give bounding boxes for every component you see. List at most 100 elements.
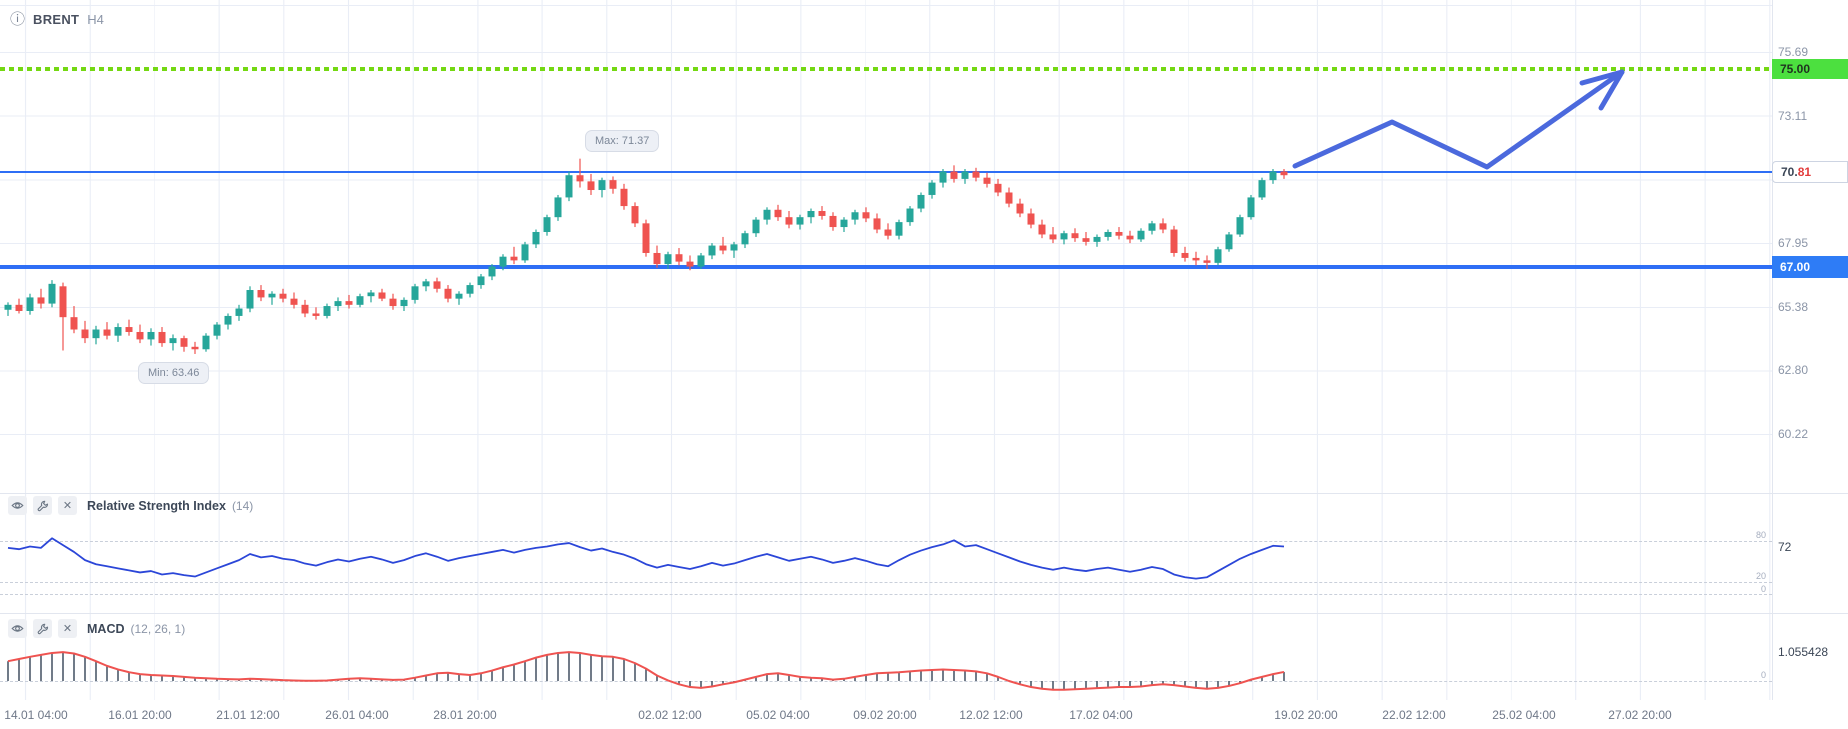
price-tick: 65.38	[1778, 299, 1809, 314]
target-dotted-line[interactable]	[0, 67, 1772, 72]
candle	[950, 171, 958, 179]
candle	[59, 286, 67, 318]
candle	[488, 266, 496, 277]
candle	[631, 206, 639, 224]
support-price-badge: 67.00	[1772, 255, 1848, 278]
macd-histogram-chart[interactable]	[0, 613, 1772, 700]
candle	[1093, 236, 1101, 242]
candle	[532, 231, 540, 245]
close-icon[interactable]: ✕	[58, 619, 77, 638]
time-tick-label: 28.01 20:00	[433, 708, 497, 722]
price-tick: 62.80	[1778, 363, 1809, 378]
candle	[1038, 224, 1046, 235]
horizontal-gridlines	[0, 0, 1772, 493]
candle	[664, 254, 672, 265]
time-tick-label: 21.01 12:00	[216, 708, 280, 722]
candle	[1170, 229, 1178, 253]
candle	[796, 217, 804, 225]
time-tick-label: 26.01 04:00	[325, 708, 389, 722]
candlestick-chart[interactable]	[0, 0, 1772, 493]
time-axis[interactable]: 14.01 04:00 16.01 20:00 21.01 12:00 26.01 0…	[0, 700, 1848, 729]
candle	[235, 308, 243, 316]
time-tick-label: 05.02 04:00	[746, 708, 810, 722]
eye-icon[interactable]	[8, 496, 27, 515]
rsi-level-80-label: 80	[1755, 530, 1766, 540]
candle	[774, 209, 782, 218]
macd-zero-label: 0	[1760, 670, 1766, 680]
time-tick-label: 09.02 20:00	[853, 708, 917, 722]
candle	[477, 276, 485, 286]
candle	[807, 211, 815, 218]
candle	[1082, 238, 1090, 242]
candle	[114, 327, 122, 336]
candle	[290, 298, 298, 305]
candle	[499, 256, 507, 267]
candle	[455, 293, 463, 299]
candle	[1258, 180, 1266, 198]
candle	[400, 299, 408, 307]
price-tick: 60.22	[1778, 426, 1809, 441]
candle	[730, 244, 738, 251]
candle	[301, 304, 309, 314]
max-price-tooltip: Max: 71.37	[585, 130, 660, 152]
candle	[312, 313, 320, 316]
candle	[741, 233, 749, 245]
time-tick-label: 19.02 20:00	[1274, 708, 1338, 722]
candle	[840, 219, 848, 228]
info-icon[interactable]: ⓘ	[10, 11, 26, 28]
wrench-icon[interactable]	[33, 496, 52, 515]
candle	[81, 329, 89, 339]
target-price-badge: 75.00	[1772, 59, 1848, 80]
candle	[1049, 234, 1057, 240]
candle	[708, 245, 716, 256]
candle	[246, 290, 254, 309]
min-price-tooltip: Min: 63.46	[138, 362, 210, 384]
candle	[136, 331, 144, 340]
candle	[15, 304, 23, 311]
resistance-line[interactable]	[0, 171, 1772, 174]
candle	[1104, 231, 1112, 237]
candle	[345, 301, 353, 305]
candle	[389, 298, 397, 307]
candle	[444, 288, 452, 299]
time-tick-label: 14.01 04:00	[4, 708, 68, 722]
candle	[972, 171, 980, 178]
candle	[356, 296, 364, 305]
candle	[433, 281, 441, 289]
rsi-line-chart[interactable]	[0, 493, 1772, 613]
candle	[1159, 223, 1167, 230]
candle	[323, 306, 331, 316]
candle	[257, 290, 265, 298]
candle	[1236, 217, 1244, 235]
time-tick-label: 02.02 12:00	[638, 708, 702, 722]
rsi-level-80-line	[0, 541, 1772, 542]
eye-icon[interactable]	[8, 619, 27, 638]
candle	[598, 180, 606, 191]
candle	[620, 188, 628, 207]
candle	[422, 281, 430, 287]
wrench-icon[interactable]	[33, 619, 52, 638]
macd-panel-separator	[0, 613, 1848, 614]
candle	[191, 346, 199, 350]
macd-header: ✕ MACD (12, 26, 1)	[8, 619, 185, 638]
candle	[565, 175, 573, 198]
symbol-header: ⓘ BRENT H4	[10, 12, 104, 27]
candle	[917, 194, 925, 209]
candle	[92, 329, 100, 339]
support-line[interactable]	[0, 264, 1772, 269]
candle	[609, 180, 617, 189]
candle	[224, 315, 232, 325]
price-tick: 67.95	[1778, 236, 1809, 251]
candle	[279, 293, 287, 299]
candle	[752, 219, 760, 234]
candle	[4, 304, 12, 310]
candle	[521, 244, 529, 261]
candle	[1280, 171, 1288, 176]
candle	[125, 327, 133, 332]
last-price-accent: 81	[1797, 165, 1812, 180]
candle	[367, 292, 375, 297]
candle	[719, 245, 727, 251]
candle	[895, 222, 903, 236]
close-icon[interactable]: ✕	[58, 496, 77, 515]
